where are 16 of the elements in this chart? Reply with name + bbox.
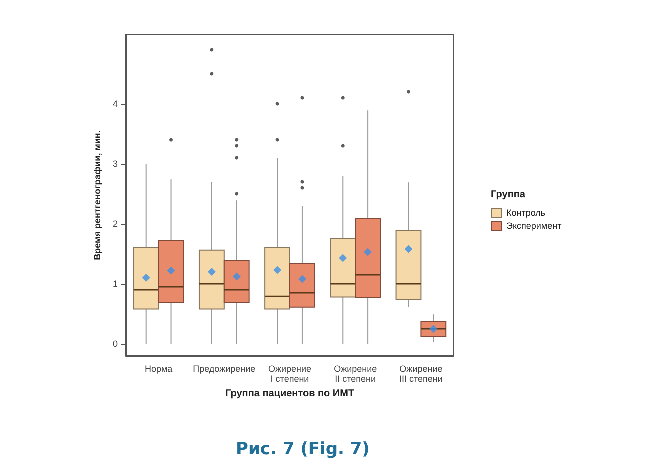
x-tick-label: Ожирение I степени <box>268 364 312 384</box>
y-tick-label: 0 <box>112 339 118 349</box>
legend-label: Контроль <box>506 208 546 218</box>
y-tick-label: 4 <box>112 99 118 109</box>
y-axis-title: Время рентгенографии, мин. <box>92 130 103 260</box>
text: Рис. 7 (Fig. 7) <box>236 440 370 460</box>
legend-label: Эксперимент <box>506 221 562 231</box>
y-tick-label: 3 <box>112 159 118 169</box>
x-tick-label: Предожирение <box>193 364 256 374</box>
y-tick-label: 1 <box>112 279 118 289</box>
legend-title: Группа <box>491 190 526 200</box>
x-tick-label: Норма <box>144 364 173 374</box>
x-axis-title: Группа пациентов по ИМТ <box>225 388 355 400</box>
y-tick-label: 2 <box>112 219 118 229</box>
x-tick-label: Ожирение II степени <box>334 364 378 384</box>
x-tick-label: Ожирение III степени <box>399 364 443 384</box>
